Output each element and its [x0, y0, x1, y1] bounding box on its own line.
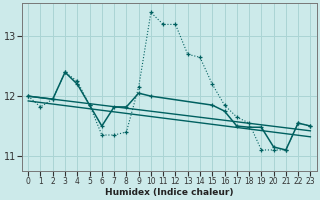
X-axis label: Humidex (Indice chaleur): Humidex (Indice chaleur) [105, 188, 234, 197]
